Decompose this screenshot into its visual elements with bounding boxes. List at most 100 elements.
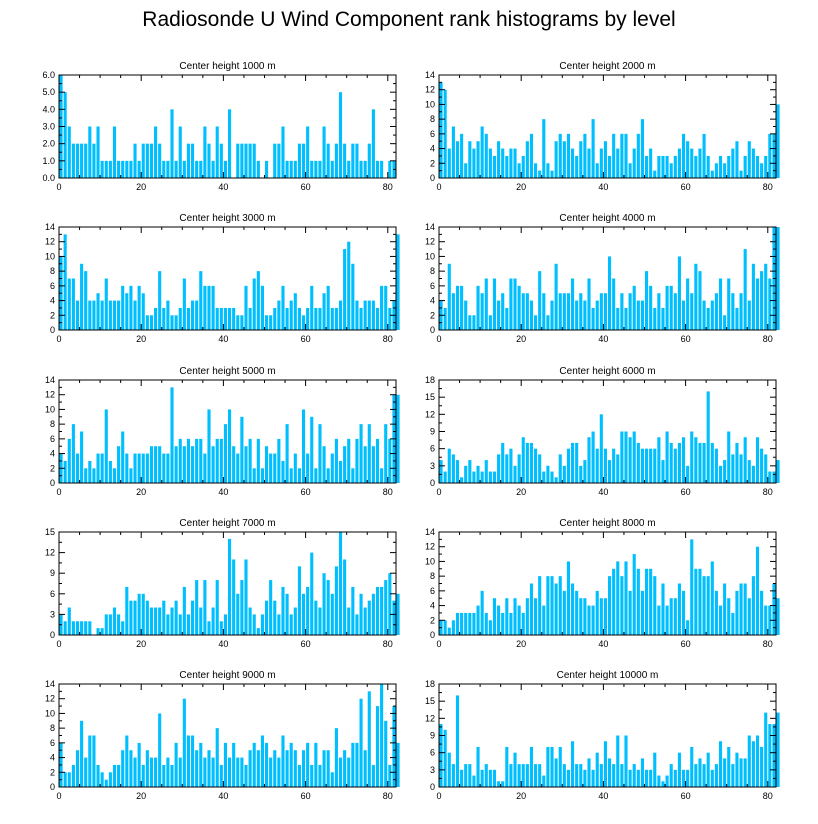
histogram-bar [492, 598, 497, 635]
histogram-bar [149, 757, 154, 787]
y-tick-label: 10 [45, 708, 55, 718]
y-tick-label: 1.0 [42, 156, 55, 166]
panel-title: Center height 2000 m [559, 61, 655, 72]
y-tick-label: 14 [45, 375, 55, 385]
y-tick-label: 0 [50, 325, 55, 335]
histogram-bar [330, 772, 334, 787]
histogram-bar [624, 735, 628, 787]
histogram-bar [768, 133, 772, 178]
histogram-bar [710, 769, 714, 787]
y-tick-label: 2 [430, 310, 435, 320]
histogram-bar [326, 580, 330, 635]
histogram-bar [603, 598, 607, 635]
y-tick-label: 3.0 [42, 122, 55, 132]
histogram-bar [112, 764, 117, 787]
histogram-bar [100, 772, 104, 787]
histogram-bar [731, 293, 735, 330]
histogram-bar [505, 307, 509, 330]
histogram-bar [521, 437, 525, 483]
histogram-bar [517, 605, 521, 635]
histogram-bar [186, 735, 191, 787]
histogram-bar [587, 605, 591, 635]
histogram-bar [599, 293, 603, 330]
x-tick-label: 40 [598, 487, 608, 497]
histogram-bar [355, 438, 359, 483]
histogram-bar [743, 437, 747, 483]
histogram-bar [293, 160, 297, 178]
y-tick-label: 0.0 [42, 173, 55, 183]
histogram-bar [476, 141, 480, 178]
histogram-bar [264, 742, 269, 787]
histogram-bar [571, 583, 575, 635]
histogram-bar [681, 300, 686, 330]
histogram-bar [776, 598, 780, 635]
x-tick-label: 60 [681, 639, 691, 649]
histogram-bar [455, 285, 460, 330]
histogram-bar [199, 438, 203, 483]
histogram-bar [112, 300, 117, 330]
histogram-bar [301, 593, 306, 635]
histogram-bar [558, 454, 562, 483]
histogram-bar [468, 764, 472, 787]
figure-title: Radiosonde U Wind Component rank histogr… [142, 8, 676, 31]
histogram-bar [228, 109, 232, 178]
histogram-bar [244, 285, 248, 330]
histogram-bar [460, 477, 464, 483]
histogram-bar [603, 741, 607, 787]
histogram-bar [80, 720, 84, 787]
histogram-bar [195, 750, 199, 787]
histogram-bar [388, 573, 392, 635]
histogram-bar [616, 561, 620, 635]
histogram-bar [380, 160, 384, 178]
histogram-bar [347, 757, 351, 787]
histogram-bar [575, 300, 579, 330]
histogram-bar [174, 742, 178, 787]
histogram-bar [351, 742, 355, 787]
histogram-bar [649, 285, 653, 330]
histogram-bar [211, 446, 215, 483]
histogram-bar [464, 163, 468, 178]
histogram-bar [162, 307, 166, 330]
histogram-bar [751, 263, 755, 330]
histogram-bar [75, 300, 80, 330]
histogram-bar [554, 477, 558, 483]
histogram-bar [509, 612, 513, 635]
histogram-bar [228, 538, 232, 635]
histogram-bar [67, 438, 71, 483]
histogram-bar [677, 256, 681, 330]
y-tick-label: 4.0 [42, 104, 55, 114]
histogram-bar [439, 82, 443, 178]
histogram-bar [447, 263, 451, 330]
histogram-bar [256, 750, 260, 787]
histogram-bar [501, 293, 505, 330]
histogram-bar [595, 752, 599, 787]
histogram-bar [583, 133, 587, 178]
histogram-bar [293, 293, 297, 330]
y-tick-label: 0 [430, 173, 435, 183]
histogram-bar [211, 285, 215, 330]
histogram-bar [71, 424, 75, 483]
histogram-bar [718, 741, 723, 787]
histogram-bar [236, 453, 240, 483]
histogram-bar [554, 583, 558, 635]
histogram-bar [301, 143, 306, 178]
histogram-bar [355, 143, 359, 178]
histogram-bar [571, 442, 575, 483]
histogram-bar [571, 741, 575, 787]
histogram-bar [764, 263, 768, 330]
histogram-bar [121, 285, 125, 330]
x-tick-label: 20 [136, 334, 146, 344]
histogram-bar [464, 300, 468, 330]
histogram-bar [306, 453, 310, 483]
histogram-bar [747, 598, 751, 635]
histogram-bar [186, 438, 191, 483]
histogram-bar [191, 300, 195, 330]
histogram-bar [525, 141, 529, 178]
histogram-bar [538, 454, 542, 483]
x-tick-label: 60 [681, 487, 691, 497]
histogram-bar [492, 471, 497, 483]
x-tick-label: 80 [763, 334, 773, 344]
histogram-bar [571, 278, 575, 330]
histogram-bar [306, 586, 310, 635]
